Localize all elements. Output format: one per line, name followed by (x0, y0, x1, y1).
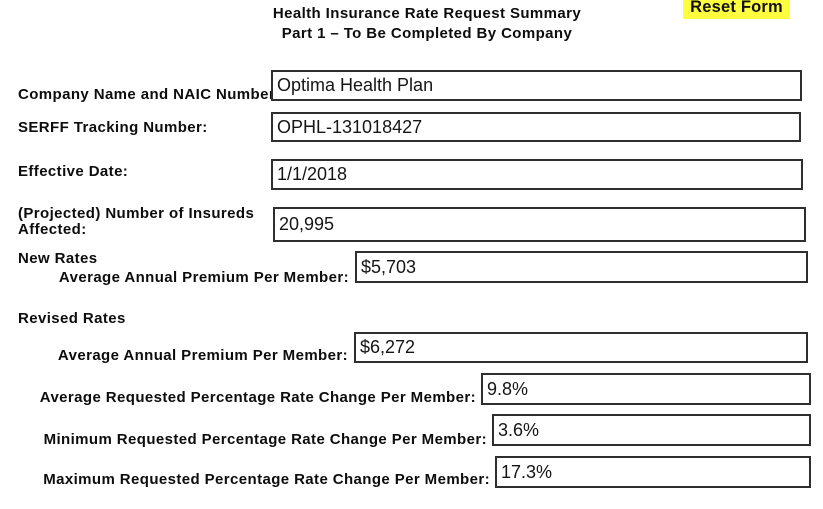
effective-date-input[interactable] (271, 159, 803, 190)
effective-date-label: Effective Date: (18, 163, 129, 180)
revised-premium-label: Average Annual Premium Per Member: (57, 347, 348, 364)
new-rates-section-header: New Rates (18, 250, 98, 267)
revised-rates-section-header: Revised Rates (18, 310, 126, 327)
maximum-rate-change-input[interactable] (495, 456, 811, 488)
insureds-affected-input[interactable] (273, 207, 806, 242)
minimum-rate-change-input[interactable] (492, 414, 811, 446)
maximum-rate-change-label: Maximum Requested Percentage Rate Change… (43, 471, 490, 488)
insureds-affected-label: (Projected) Number of Insureds Affected: (18, 205, 255, 238)
average-rate-change-label: Average Requested Percentage Rate Change… (39, 389, 476, 406)
new-premium-label: Average Annual Premium Per Member: (58, 269, 349, 286)
new-premium-input[interactable] (355, 251, 808, 283)
average-rate-change-input[interactable] (481, 373, 811, 405)
form-title-line2: Part 1 – To Be Completed By Company (281, 25, 573, 42)
form-title: Health Insurance Rate Request Summary Pa… (31, 4, 823, 44)
company-name-input[interactable] (271, 70, 802, 101)
revised-premium-input[interactable] (354, 332, 808, 363)
reset-form-button[interactable]: Reset Form (683, 0, 790, 19)
reset-form-label: Reset Form (690, 0, 783, 16)
form-title-line1: Health Insurance Rate Request Summary (272, 5, 582, 22)
serff-tracking-label: SERFF Tracking Number: (18, 119, 208, 136)
minimum-rate-change-label: Minimum Requested Percentage Rate Change… (43, 431, 487, 448)
serff-tracking-input[interactable] (271, 112, 801, 142)
company-name-label: Company Name and NAIC Number: (18, 86, 281, 103)
